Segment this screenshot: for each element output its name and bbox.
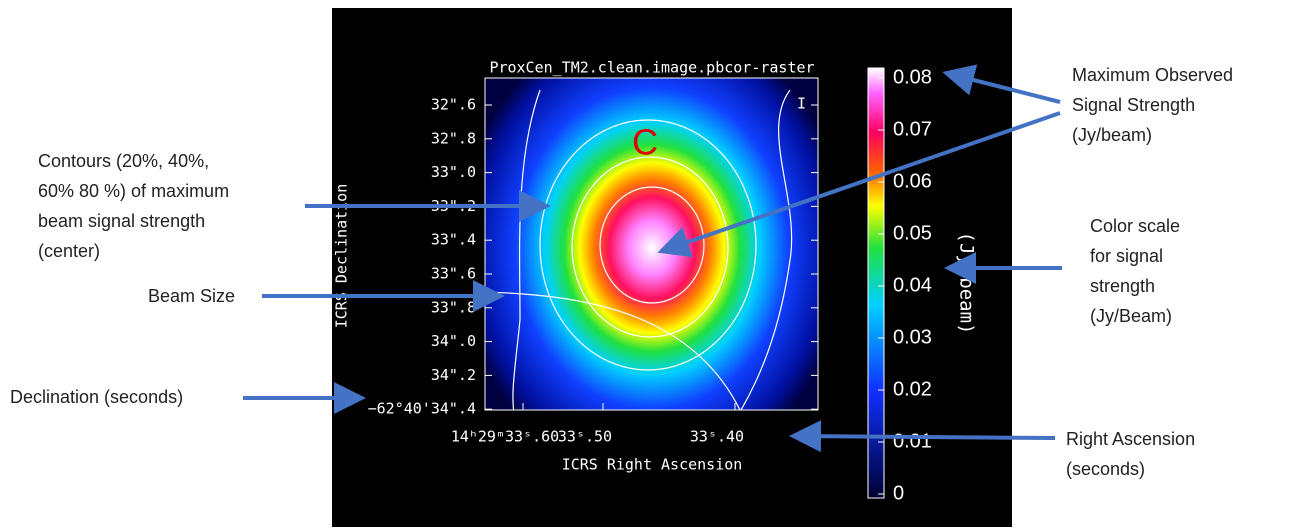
colorbar-tick-label: 0.07 bbox=[893, 118, 932, 140]
annotation-text: Declination (seconds) bbox=[10, 387, 183, 407]
colorbar-tick-label: 0.01 bbox=[893, 430, 932, 452]
colorbar-tick-label: 0.04 bbox=[893, 274, 932, 296]
y-tick-label: 32".8 bbox=[431, 129, 476, 147]
annotation-text: beam signal strength bbox=[38, 211, 205, 231]
annotation-text: Contours (20%, 40%, bbox=[38, 151, 209, 171]
y-tick-label: 33".4 bbox=[431, 231, 476, 249]
annotation-text: Maximum Observed bbox=[1072, 65, 1233, 85]
annotation-text: (center) bbox=[38, 241, 100, 261]
y-tick-label: 34".0 bbox=[431, 332, 476, 350]
y-tick-label: 34".2 bbox=[431, 366, 476, 384]
y-tick-label: −62°40'34".4 bbox=[368, 400, 476, 418]
annotation-text: strength bbox=[1090, 276, 1155, 296]
colorbar-tick-label: 0.08 bbox=[893, 66, 932, 88]
annotation-text: Color scale bbox=[1090, 216, 1180, 236]
y-tick-label: 33".6 bbox=[431, 265, 476, 283]
y-tick-label: 33".8 bbox=[431, 298, 476, 316]
arrow bbox=[797, 436, 1055, 438]
image-title: ProxCen_TM2.clean.image.pbcor-raster bbox=[489, 59, 814, 77]
annotation-text: 60% 80 %) of maximum bbox=[38, 181, 229, 201]
annotation-text: Right Ascension bbox=[1066, 429, 1195, 449]
stokes-label: I bbox=[797, 95, 806, 113]
y-tick-label: 32".6 bbox=[431, 96, 476, 114]
x-axis-label: ICRS Right Ascension bbox=[562, 456, 743, 474]
annotation-text: (seconds) bbox=[1066, 459, 1145, 479]
x-tick-label: 33ˢ.40 bbox=[690, 428, 744, 446]
annotation-text: for signal bbox=[1090, 246, 1163, 266]
colorbar-tick-label: 0.05 bbox=[893, 222, 932, 244]
colorbar-tick-label: 0.02 bbox=[893, 378, 932, 400]
y-tick-label: 33".0 bbox=[431, 163, 476, 181]
marker: C bbox=[632, 122, 658, 163]
annotation-text: (Jy/Beam) bbox=[1090, 306, 1172, 326]
annotation-text: (Jy/beam) bbox=[1072, 125, 1152, 145]
colorbar bbox=[868, 68, 884, 498]
colorbar-tick-label: 0 bbox=[893, 482, 904, 504]
screenshot: ProxCen_TM2.clean.image.pbcor-raster I C… bbox=[0, 0, 1289, 527]
colorbar-label: (Jy/beam) bbox=[956, 232, 978, 335]
colorbar-tick-label: 0.03 bbox=[893, 326, 932, 348]
x-tick-label: 33ˢ.50 bbox=[558, 428, 612, 446]
annotation-text: Signal Strength bbox=[1072, 95, 1195, 115]
colorbar-tick-label: 0.06 bbox=[893, 170, 932, 192]
x-tick-label: 14ʰ29ᵐ33ˢ.60 bbox=[451, 428, 559, 446]
page: ProxCen_TM2.clean.image.pbcor-raster I C… bbox=[0, 0, 1289, 527]
annotation-text: Beam Size bbox=[148, 286, 235, 306]
